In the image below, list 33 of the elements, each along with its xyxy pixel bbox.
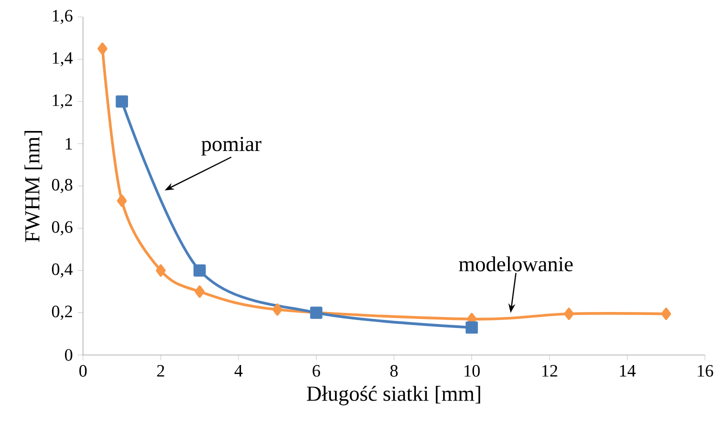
point (466, 321, 478, 334)
y-tick-label: 1,2 (52, 94, 72, 109)
point (116, 194, 127, 207)
y-tick-label: 0,2 (52, 306, 72, 320)
y-axis-title: FWHM [nm] (24, 131, 42, 242)
point (661, 308, 672, 320)
x-tick-label: 14 (620, 365, 636, 376)
point (272, 303, 282, 316)
point (194, 285, 205, 298)
y-tick-label: 1 (66, 138, 72, 150)
point (116, 95, 128, 108)
x-tick-label: 2 (157, 365, 164, 377)
y-tick-label: 1,6 (52, 10, 72, 24)
point (564, 308, 574, 320)
point (156, 264, 166, 277)
point (310, 306, 322, 319)
y-tick-label: 0,8 (52, 178, 72, 194)
point (193, 264, 206, 277)
point (98, 42, 108, 55)
series-label: modelowanie (458, 256, 573, 272)
y-tick-label: 0 (64, 349, 72, 361)
x-tick-label: 10 (464, 365, 480, 377)
x-tick-label: 8 (390, 365, 398, 377)
y-tick-label: 1,4 (52, 52, 73, 66)
x-tick-label: 12 (542, 365, 558, 377)
x-axis-title: Długość siatki [mm] (306, 386, 480, 406)
x-tick-label: 0 (79, 365, 87, 377)
y-tick-label: 0,4 (52, 263, 73, 278)
x-tick-label: 4 (234, 365, 243, 376)
text: pomiar (201, 136, 262, 156)
y-tick-label: 0,6 (52, 221, 72, 236)
x-tick-label: 16 (698, 365, 714, 377)
x-tick-label: 6 (312, 365, 320, 377)
